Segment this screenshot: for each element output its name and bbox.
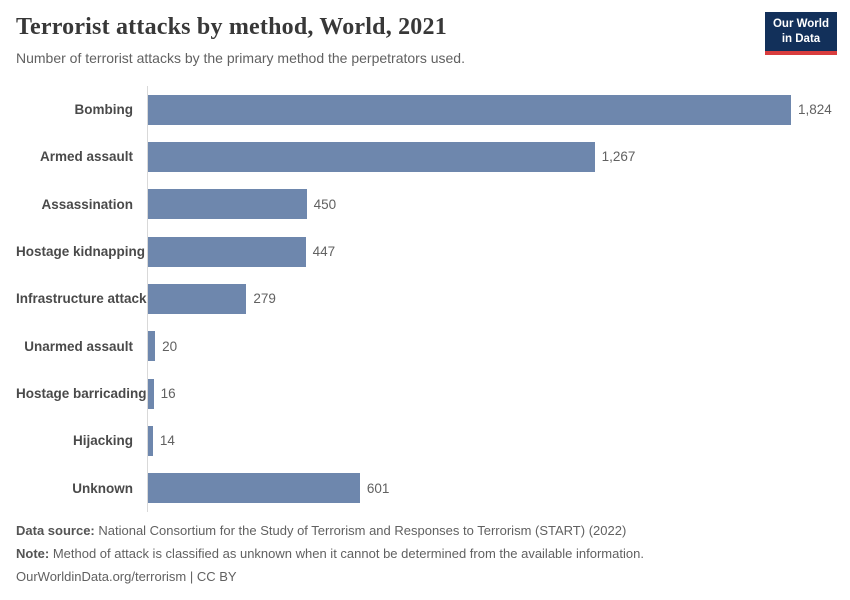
bar-value-label: 447 [312, 244, 336, 260]
bar [148, 189, 307, 220]
attribution-line: OurWorldinData.org/terrorism | CC BY [16, 568, 237, 584]
note-text: Method of attack is classified as unknow… [49, 545, 644, 561]
bar-value-label: 20 [162, 338, 178, 354]
bar-track: 450 [140, 189, 834, 220]
bar-category-label: Infrastructure attack [16, 291, 147, 307]
data-source-line: Data source: National Consortium for the… [16, 519, 834, 542]
y-axis-line [147, 86, 148, 512]
owid-logo-line1: Our World [772, 18, 829, 30]
bar-track: 20 [140, 331, 834, 362]
bar-track: 601 [140, 473, 834, 504]
bar-track: 1,267 [140, 141, 834, 172]
bar-row: Hostage kidnapping 447 [16, 228, 834, 275]
bar-row: Assassination 450 [16, 181, 834, 228]
bar-category-label: Hijacking [72, 433, 133, 449]
note-label: Note: [16, 545, 50, 561]
bar [148, 331, 156, 362]
bar-value-label: 279 [253, 291, 276, 307]
chart-header: Terrorist attacks by method, World, 2021… [16, 14, 740, 66]
bar [148, 141, 595, 172]
bar-chart: Bombing 1,824 Armed assault 1,267 Assass… [16, 86, 834, 512]
bar-row: Hostage barricading 16 [16, 370, 834, 417]
bar-track: 1,824 [140, 94, 834, 125]
bar [148, 283, 247, 314]
bar-value-label: 1,824 [798, 102, 832, 118]
bar-track: 16 [140, 378, 834, 409]
bar [148, 378, 154, 409]
bar-row: Unknown 601 [16, 465, 834, 512]
bar-category-label: Bombing [74, 102, 134, 118]
data-source-label: Data source: [16, 522, 95, 538]
chart-subtitle: Number of terrorist attacks by the prima… [16, 50, 465, 66]
bar [148, 473, 360, 504]
chart-title: Terrorist attacks by method, World, 2021 [16, 14, 447, 40]
bar [148, 236, 306, 267]
bar-category-label: Hostage barricading [16, 386, 147, 402]
bar-value-label: 16 [160, 386, 176, 402]
bar-category-label: Hostage kidnapping [16, 244, 146, 260]
bar-category-label: Unarmed assault [24, 338, 133, 354]
bar-category-label: Unknown [72, 480, 133, 496]
note-line: Note: Method of attack is classified as … [16, 542, 834, 565]
owid-logo-line2: in Data [781, 32, 821, 45]
bar-value-label: 601 [366, 480, 390, 496]
bar-track: 447 [140, 236, 834, 267]
bar-value-label: 450 [313, 196, 337, 212]
data-source-text: National Consortium for the Study of Ter… [94, 522, 627, 538]
owid-logo: Our World in Data [765, 12, 837, 55]
bar-category-label: Armed assault [39, 149, 133, 165]
bar-rows: Bombing 1,824 Armed assault 1,267 Assass… [16, 86, 834, 512]
bar-value-label: 1,267 [601, 149, 636, 165]
bar-row: Unarmed assault 20 [16, 323, 834, 370]
bar-category-label: Assassination [41, 196, 133, 212]
bar-track: 14 [140, 425, 834, 456]
bar [148, 425, 153, 456]
chart-footer: Data source: National Consortium for the… [16, 519, 834, 588]
bar-row: Infrastructure attack 279 [16, 275, 834, 322]
bar-row: Armed assault 1,267 [16, 133, 834, 180]
bar-row: Hijacking 14 [16, 417, 834, 464]
bar [148, 94, 791, 125]
bar-value-label: 14 [159, 433, 175, 449]
bar-track: 279 [140, 283, 834, 314]
bar-row: Bombing 1,824 [16, 86, 834, 133]
